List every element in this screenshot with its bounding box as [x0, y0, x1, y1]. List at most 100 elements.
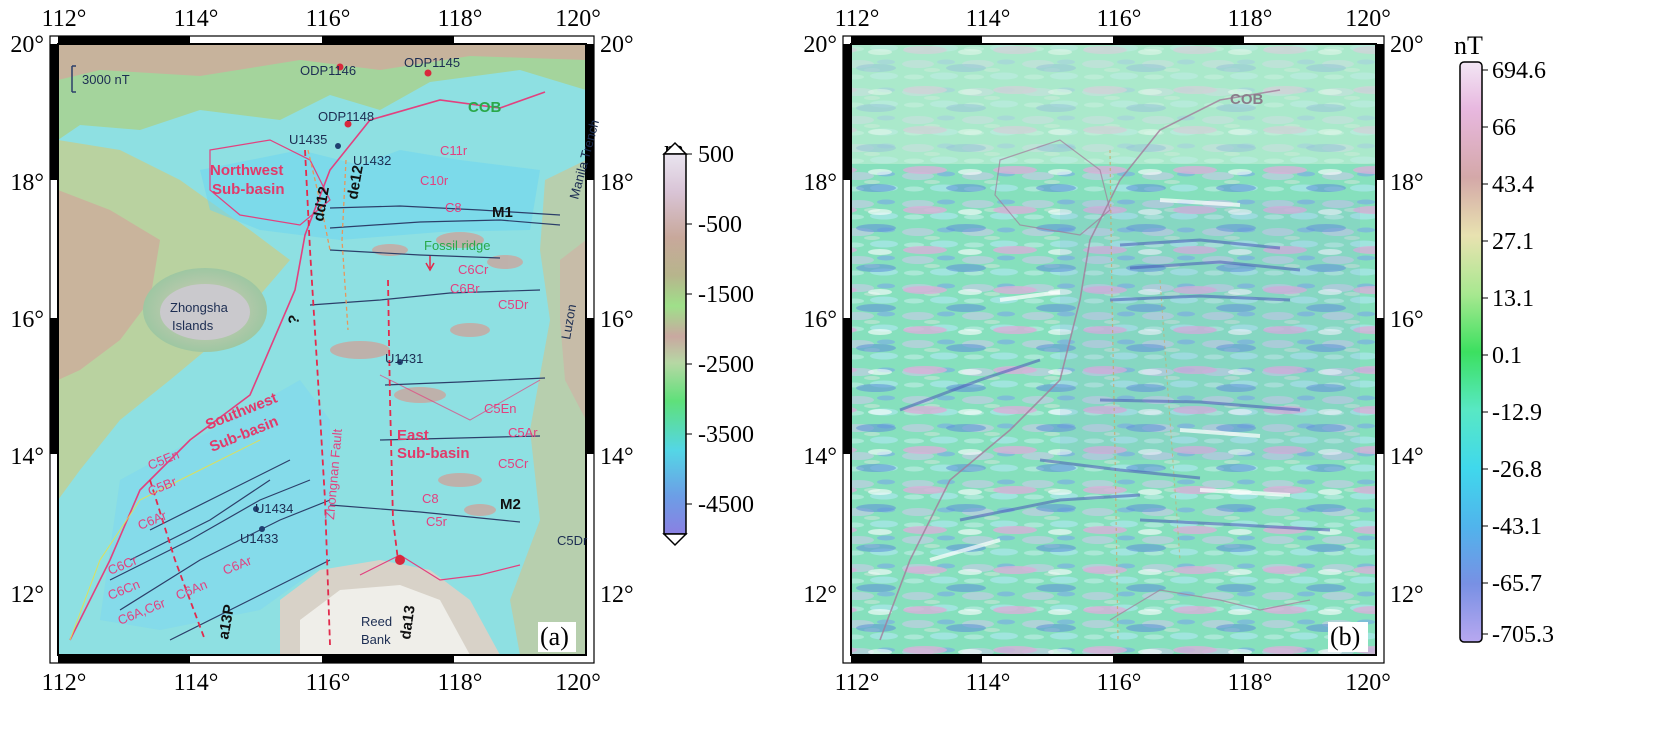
- svg-text:114°: 114°: [966, 670, 1011, 696]
- cob-label-a: COB: [468, 99, 502, 116]
- svg-text:18°: 18°: [10, 170, 44, 196]
- cob-label-b: COB: [1230, 91, 1264, 108]
- m1-label: M1: [492, 204, 513, 221]
- u1434-label: U1434: [255, 501, 293, 516]
- svg-text:116°: 116°: [306, 670, 351, 696]
- svg-text:694.6: 694.6: [1492, 58, 1546, 84]
- fossil-ridge-label: Fossil ridge: [424, 238, 490, 253]
- svg-text:118°: 118°: [1228, 670, 1273, 696]
- svg-text:14°: 14°: [600, 444, 634, 470]
- panel-b-lat-ticks-right: 20° 18° 16° 14° 12°: [1390, 32, 1424, 608]
- northwest-label-1: Northwest: [210, 162, 283, 179]
- svg-text:118°: 118°: [438, 670, 483, 696]
- svg-text:112°: 112°: [42, 6, 87, 32]
- panel-a-lon-ticks-bottom: 112° 114° 116° 118° 120°: [42, 670, 601, 696]
- svg-text:-4500: -4500: [698, 492, 754, 518]
- question-mark: ?: [285, 314, 303, 326]
- svg-text:-12.9: -12.9: [1492, 400, 1542, 426]
- u1433-label: U1433: [240, 531, 278, 546]
- dd12-label: dd12: [310, 185, 333, 222]
- reed-label-1: Reed: [361, 614, 392, 629]
- svg-text:14°: 14°: [10, 444, 44, 470]
- svg-text:114°: 114°: [174, 6, 219, 32]
- c5cr-label: C5Cr: [498, 456, 529, 471]
- east-label-2: Sub-basin: [397, 445, 470, 462]
- c11r-label: C11r: [440, 143, 468, 158]
- svg-text:43.4: 43.4: [1492, 172, 1534, 198]
- northwest-label-2: Sub-basin: [212, 181, 285, 198]
- sw-a13-label: a13P: [215, 603, 238, 640]
- u1435-label: U1435: [289, 132, 327, 147]
- svg-text:14°: 14°: [803, 444, 837, 470]
- svg-text:0.1: 0.1: [1492, 343, 1522, 369]
- c8-label: C8: [445, 200, 462, 215]
- e-c8-label: C8: [422, 491, 439, 506]
- colorbar-b-unit: nT: [1454, 31, 1483, 60]
- svg-text:16°: 16°: [10, 307, 44, 333]
- scale-label: 3000 nT: [82, 72, 130, 87]
- svg-text:20°: 20°: [1390, 32, 1424, 58]
- panel-a-lat-ticks-left: 20° 18° 16° 14° 12°: [10, 32, 44, 608]
- svg-text:16°: 16°: [1390, 307, 1424, 333]
- svg-text:112°: 112°: [835, 670, 880, 696]
- e-c5r-label: C5r: [426, 514, 448, 529]
- svg-text:18°: 18°: [803, 170, 837, 196]
- svg-text:118°: 118°: [1228, 6, 1273, 32]
- panel-a-letter: (a): [540, 622, 569, 651]
- svg-text:120°: 120°: [1345, 670, 1391, 696]
- cob-line-a: [69, 91, 546, 641]
- svg-text:20°: 20°: [803, 32, 837, 58]
- svg-text:12°: 12°: [803, 582, 837, 608]
- svg-text:114°: 114°: [174, 670, 219, 696]
- svg-text:12°: 12°: [10, 582, 44, 608]
- drill-sites-a: [253, 63, 432, 565]
- svg-text:-43.1: -43.1: [1492, 514, 1542, 540]
- c6cr-label: C6Cr: [458, 262, 489, 277]
- panel-a-letter-bg: [538, 622, 576, 652]
- c6br-label: C6Br: [450, 281, 480, 296]
- odp1146-label: ODP1146: [300, 63, 356, 78]
- svg-text:-705.3: -705.3: [1492, 622, 1554, 648]
- svg-text:13.1: 13.1: [1492, 286, 1534, 312]
- svg-text:27.1: 27.1: [1492, 229, 1534, 255]
- svg-text:18°: 18°: [1390, 170, 1424, 196]
- svg-text:-65.7: -65.7: [1492, 571, 1542, 597]
- zhongsha-label-2: Islands: [172, 318, 214, 333]
- panel-b-checker-border: [843, 36, 1384, 663]
- de12-label: de12: [344, 164, 367, 201]
- u1432-label: U1432: [353, 153, 391, 168]
- svg-text:12°: 12°: [600, 582, 634, 608]
- svg-text:66: 66: [1492, 115, 1516, 141]
- svg-text:14°: 14°: [1390, 444, 1424, 470]
- odp1145-label: ODP1145: [404, 55, 460, 70]
- svg-text:116°: 116°: [1097, 6, 1142, 32]
- svg-text:-3500: -3500: [698, 422, 754, 448]
- da13-label: da13: [397, 604, 419, 640]
- svg-text:-1500: -1500: [698, 282, 754, 308]
- svg-text:-2500: -2500: [698, 352, 754, 378]
- svg-text:120°: 120°: [555, 6, 601, 32]
- cob-line-b: [879, 89, 1281, 641]
- east-label-1: East: [397, 427, 429, 444]
- u1431-label: U1431: [385, 351, 423, 366]
- svg-text:112°: 112°: [835, 6, 880, 32]
- panel-b-lon-ticks-top: 112° 114° 116° 118° 120°: [835, 6, 1391, 32]
- zhongsha-label-1: Zhongsha: [170, 300, 229, 315]
- svg-text:16°: 16°: [803, 307, 837, 333]
- luzon-label: Luzon: [558, 303, 579, 340]
- colorbar-a: m 500 -500 -1500 -2500 -3500 -4500: [662, 135, 754, 547]
- odp1148-label: ODP1148: [318, 109, 374, 124]
- c10r-label: C10r: [420, 173, 449, 188]
- panel-a-lon-ticks-top: 112° 114° 116° 118° 120°: [42, 6, 601, 32]
- svg-text:16°: 16°: [600, 307, 634, 333]
- svg-text:114°: 114°: [966, 6, 1011, 32]
- panel-a-checker-border: [50, 36, 594, 663]
- panel-a-lat-ticks-right: 20° 18° 16° 14° 12°: [600, 32, 634, 608]
- svg-text:116°: 116°: [1097, 670, 1142, 696]
- c5dr2-label: C5Dr: [557, 533, 588, 548]
- panel-a-map: [58, 44, 586, 655]
- svg-text:120°: 120°: [555, 670, 601, 696]
- e-c5ar-label: C5Ar: [508, 425, 538, 440]
- colorbar-b: nT 694.6 66 43.4 27.1 13.1 0.1 -12.9 -26…: [1454, 31, 1554, 648]
